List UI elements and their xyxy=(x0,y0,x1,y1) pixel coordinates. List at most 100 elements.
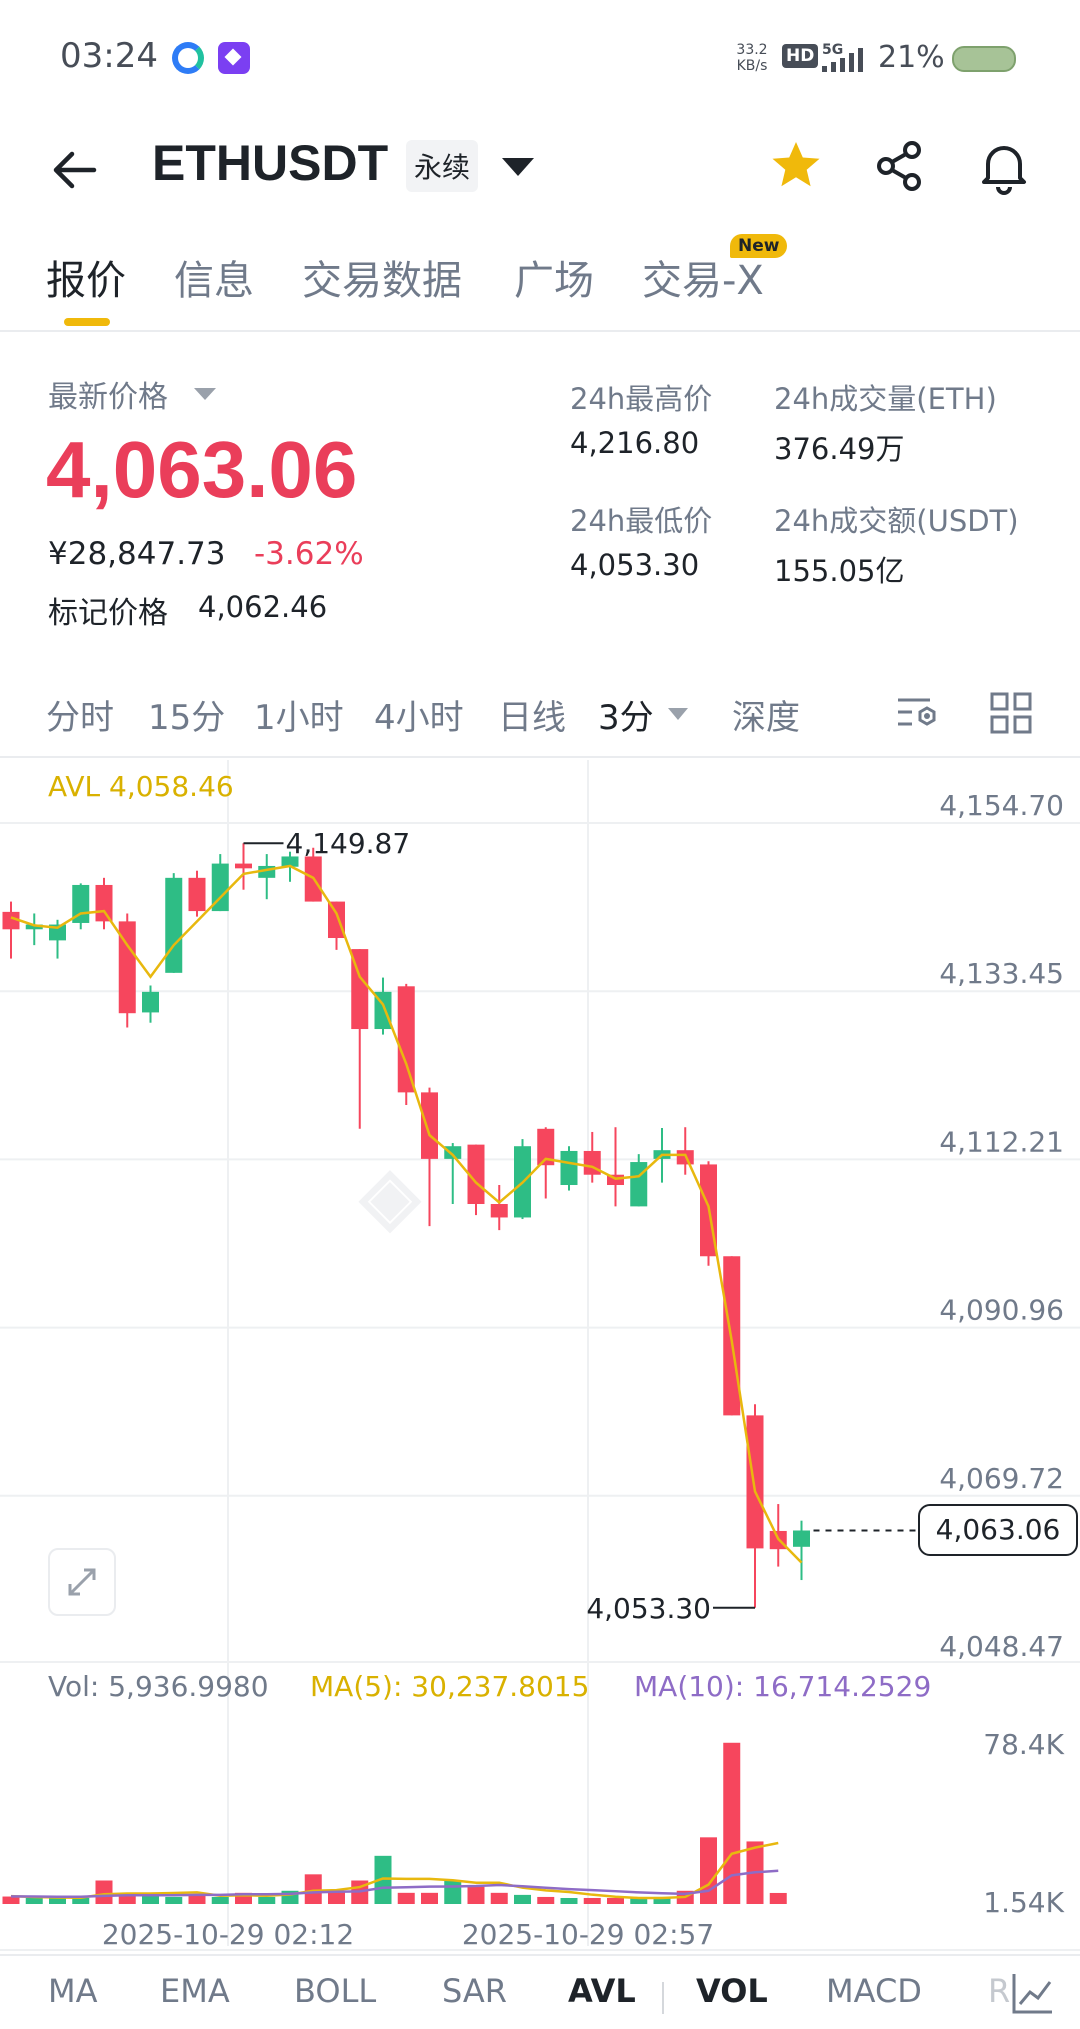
indicator-macd[interactable]: MACD xyxy=(826,1972,922,2010)
tab-trading-data[interactable]: 交易数据 xyxy=(302,258,462,304)
candle-body xyxy=(258,865,276,878)
volume-eth-label: 24h成交量(ETH) xyxy=(774,382,997,416)
share-icon[interactable] xyxy=(870,136,930,196)
tab-trade-x[interactable]: 交易-X xyxy=(642,258,764,304)
indicator-divider xyxy=(662,1982,664,2014)
network-speed: 33.2 KB/s xyxy=(730,42,774,74)
candle-body xyxy=(118,921,136,1014)
candlestick-chart[interactable]: 4,154.70 4,133.45 4,112.21 4,090.96 4,069.72… xyxy=(0,758,1080,1954)
chart-settings-icon[interactable] xyxy=(894,690,940,736)
tab-info[interactable]: 信息 xyxy=(174,258,254,304)
high-24h-label: 24h最高价 xyxy=(570,382,713,416)
volume-bar xyxy=(607,1898,624,1904)
volume-ma10-legend: MA(10): 16,714.2529 xyxy=(634,1670,932,1703)
bell-icon[interactable] xyxy=(974,136,1034,196)
volume-bar xyxy=(49,1898,66,1904)
status-bar: 03:24 33.2 KB/s HD 5G 21% xyxy=(0,0,1080,116)
last-price-label[interactable]: 最新价格 xyxy=(48,380,168,415)
volume-legend: Vol: 5,936.9980 xyxy=(48,1670,269,1703)
mark-price-value: 4,062.46 xyxy=(198,590,328,624)
volume-bar xyxy=(723,1742,741,1904)
interval-3m[interactable]: 3分 xyxy=(598,698,654,738)
hd-icon: HD xyxy=(782,44,819,68)
interval-depth[interactable]: 深度 xyxy=(732,698,800,738)
back-arrow-icon[interactable] xyxy=(48,144,100,196)
volume-bar xyxy=(514,1894,531,1904)
candle-body xyxy=(328,901,345,939)
candle-body xyxy=(281,856,299,867)
volume-bar xyxy=(444,1880,462,1904)
interval-15m[interactable]: 15分 xyxy=(148,698,226,738)
contract-type-badge: 永续 xyxy=(406,140,479,192)
volume-bar xyxy=(258,1896,276,1904)
tab-square[interactable]: 广场 xyxy=(514,258,594,304)
interval-more-dropdown-icon[interactable] xyxy=(668,708,688,720)
signal-icon: 5G xyxy=(822,42,863,72)
candle-body xyxy=(95,884,113,922)
expand-icon xyxy=(68,1568,96,1596)
interval-1h[interactable]: 1小时 xyxy=(254,698,344,738)
candle-body xyxy=(537,1128,555,1166)
volume-ma5-line xyxy=(10,1841,779,1900)
volume-bar xyxy=(235,1892,252,1904)
star-icon[interactable] xyxy=(766,136,826,196)
volume-bar xyxy=(328,1890,345,1904)
candle-body xyxy=(397,986,415,1093)
indicator-r[interactable]: R xyxy=(988,1972,1011,2010)
battery-icon xyxy=(952,46,1016,72)
candle-body xyxy=(444,1146,462,1159)
volume-bar xyxy=(118,1894,136,1904)
main-tabs: 报价 信息 交易数据 广场 交易-X New xyxy=(0,234,1080,332)
indicator-bar: MA EMA BOLL SAR AVL VOL MACD R xyxy=(0,1954,1080,2029)
app-notification-icon xyxy=(172,42,204,74)
candle-body xyxy=(793,1530,810,1547)
price-tick-label: 4,154.70 xyxy=(939,789,1064,822)
pair-dropdown-icon[interactable] xyxy=(502,158,534,176)
volume-bar xyxy=(304,1874,322,1904)
indicator-sar[interactable]: SAR xyxy=(442,1972,508,2010)
volume-bar xyxy=(467,1886,485,1904)
active-tab-indicator xyxy=(64,318,110,326)
candle-body xyxy=(235,863,252,869)
volume-ma10-line xyxy=(10,1869,779,1898)
interval-time-share[interactable]: 分时 xyxy=(46,698,114,738)
interval-1d[interactable]: 日线 xyxy=(498,698,566,738)
pair-title[interactable]: ETHUSDT xyxy=(152,135,389,191)
expand-chart-button[interactable] xyxy=(48,1548,116,1616)
volume-bar xyxy=(490,1892,508,1904)
last-price: 4,063.06 xyxy=(46,425,358,514)
candle-body xyxy=(630,1162,648,1207)
indicator-avl[interactable]: AVL xyxy=(568,1972,636,2010)
price-type-dropdown-icon[interactable] xyxy=(194,388,216,400)
volume-bar xyxy=(25,1897,43,1904)
change-percent: -3.62% xyxy=(254,536,364,572)
price-tick-label: 4,133.45 xyxy=(939,957,1064,990)
indicator-vol[interactable]: VOL xyxy=(696,1972,768,2010)
volume-bar xyxy=(95,1880,113,1904)
candle-body xyxy=(490,1204,508,1218)
tab-quote[interactable]: 报价 xyxy=(46,258,126,304)
watermark-logo: ◈ xyxy=(358,1151,422,1239)
candle-body xyxy=(211,863,229,912)
price-tick-label: 4,112.21 xyxy=(939,1125,1064,1158)
time-axis-label: 2025-10-29 02:57 xyxy=(462,1918,714,1951)
low-24h-value: 4,053.30 xyxy=(570,548,700,582)
candle-body xyxy=(165,877,183,973)
volume-usdt-label: 24h成交额(USDT) xyxy=(774,504,1019,538)
volume-bar xyxy=(397,1892,415,1904)
layout-grid-icon[interactable] xyxy=(988,690,1034,736)
network-speed-unit: KB/s xyxy=(736,58,768,74)
candle-body xyxy=(351,949,369,1030)
low-24h-label: 24h最低价 xyxy=(570,504,713,538)
indicator-boll[interactable]: BOLL xyxy=(294,1972,377,2010)
volume-bar xyxy=(165,1896,183,1904)
interval-4h[interactable]: 4小时 xyxy=(374,698,464,738)
drawing-tools-icon[interactable] xyxy=(1010,1970,1056,2016)
price-tick-label: 4,069.72 xyxy=(939,1462,1064,1495)
indicator-ema[interactable]: EMA xyxy=(160,1972,230,2010)
high-marker-label: 4,149.87 xyxy=(286,827,411,860)
header: ETHUSDT 永续 xyxy=(0,116,1080,226)
indicator-ma[interactable]: MA xyxy=(48,1972,98,2010)
new-badge: New xyxy=(730,234,788,258)
volume-bar xyxy=(211,1896,229,1904)
